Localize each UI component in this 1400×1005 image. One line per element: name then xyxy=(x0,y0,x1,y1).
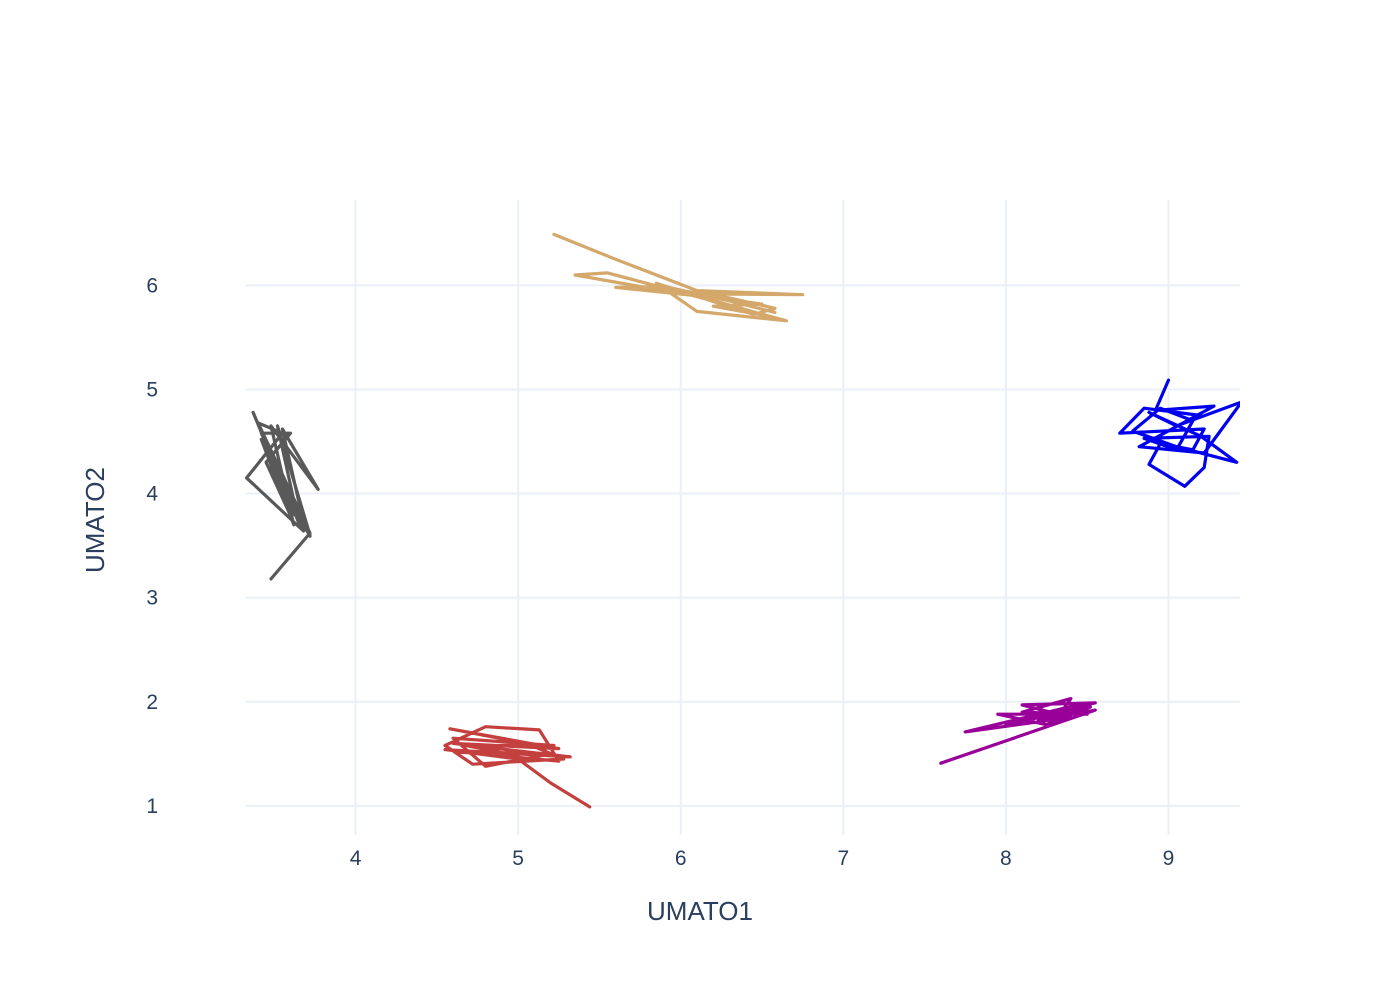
series-line-1 xyxy=(552,232,805,323)
gridlines xyxy=(245,200,1240,835)
y-tick-label: 4 xyxy=(146,483,158,506)
y-tick-label: 2 xyxy=(146,691,158,714)
tick-labels: 4 5 6 7 8 9 1 2 3 4 5 6 xyxy=(146,274,1174,870)
y-tick-label: 3 xyxy=(146,587,158,610)
x-tick-label: 8 xyxy=(1000,847,1012,870)
x-axis-title: UMATO1 xyxy=(647,896,753,926)
y-tick-label: 6 xyxy=(146,274,158,297)
x-tick-label: 6 xyxy=(675,847,687,870)
y-axis-title: UMATO2 xyxy=(80,467,110,573)
y-tick-label: 1 xyxy=(146,795,158,818)
x-tick-label: 4 xyxy=(350,847,362,870)
y-tick-label: 5 xyxy=(146,378,158,401)
series-line-5 xyxy=(939,696,1097,765)
series-line-2 xyxy=(1118,378,1240,488)
series-line-3 xyxy=(245,410,320,581)
traces xyxy=(245,232,1240,809)
series-line-4 xyxy=(443,725,592,809)
x-tick-label: 9 xyxy=(1163,847,1175,870)
x-tick-label: 7 xyxy=(837,847,849,870)
x-tick-label: 5 xyxy=(512,847,524,870)
